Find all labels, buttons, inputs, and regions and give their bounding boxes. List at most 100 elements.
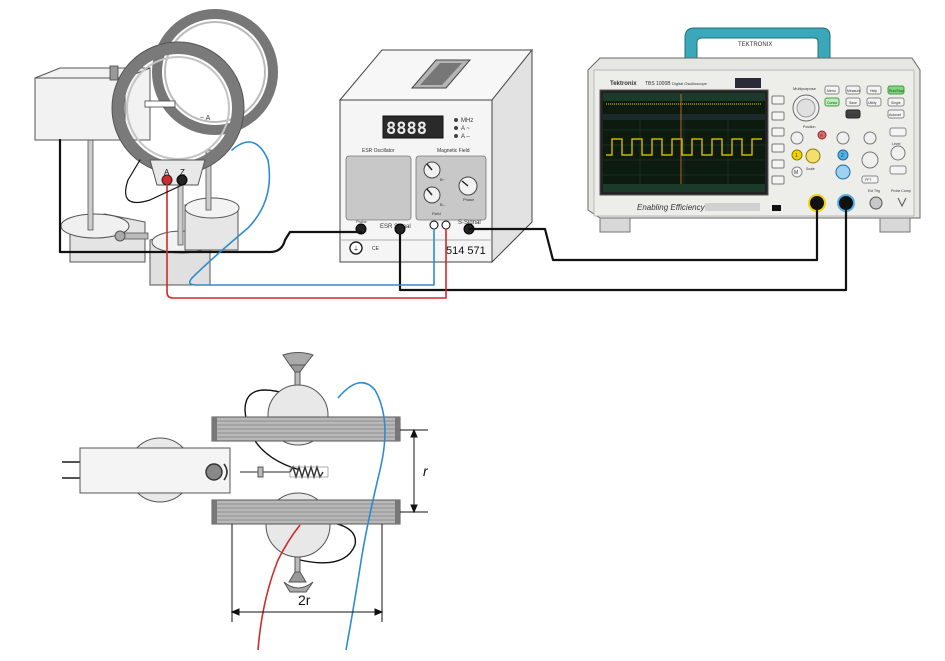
scope-vertical-section: 1 2 M R Position Scale (790, 125, 851, 180)
svg-text:Run/Stop: Run/Stop (889, 89, 904, 93)
knob-b-ac-label: B~ (440, 177, 446, 182)
svg-text:FFT: FFT (865, 178, 872, 182)
coil-label: ~ A (200, 115, 211, 122)
svg-text:R: R (820, 133, 823, 138)
fft-button[interactable] (861, 175, 879, 184)
coil-detail-drawing: r 2r (62, 352, 429, 651)
ch2-position-knob[interactable] (836, 131, 850, 145)
upper-wing-nut (282, 352, 314, 393)
probe-comp-label: Probe Comp (891, 189, 911, 193)
softkey-6[interactable] (771, 175, 785, 185)
trigger-level-knob[interactable] (890, 145, 906, 161)
btn-menu[interactable] (824, 85, 840, 95)
ext-trig-label: Ext Trig (868, 189, 880, 193)
ce-mark: CE (372, 246, 380, 252)
softkey-1[interactable] (771, 95, 785, 105)
btn-save[interactable] (845, 97, 861, 107)
btn-cursor[interactable] (824, 97, 840, 107)
scope-button-grid: Menu Measure Help Run/Stop Cursor Save U… (824, 85, 905, 119)
btn-measure[interactable] (845, 85, 861, 95)
rf-coil-spring (289, 464, 324, 480)
scope-model-desc: Digital Oscilloscope (672, 81, 708, 86)
socket-field-red[interactable] (441, 220, 451, 230)
knob-phase-label: Phase (463, 197, 475, 202)
force-trig-button[interactable] (889, 165, 907, 175)
coil-back-outer (152, 9, 278, 135)
probe-comp-terminal[interactable] (897, 197, 907, 208)
softkey-3[interactable] (771, 127, 785, 137)
scope-slogan: Enabling Efficiency (637, 203, 706, 212)
detail-wire-blue (337, 381, 386, 651)
trigger-menu-button[interactable] (889, 127, 907, 137)
svg-text:Save: Save (849, 101, 857, 105)
indicator-a2-label: A – (461, 134, 470, 140)
dimension-r (400, 428, 428, 514)
ch1-bnc-input[interactable] (808, 194, 826, 212)
scope-foot-left (599, 217, 631, 233)
cable-s-signal (467, 209, 819, 262)
btn-default[interactable] (845, 109, 861, 119)
dimension-r-label: r (423, 463, 429, 479)
math-button[interactable] (791, 166, 803, 178)
terminal-z-label: Z (180, 168, 185, 177)
stand-foot-right (184, 197, 240, 219)
socket-probe-label: Probe (356, 219, 367, 224)
svg-text:M: M (794, 170, 798, 176)
ref-button[interactable] (817, 130, 827, 140)
dimension-2r-label: 2r (298, 592, 311, 608)
btn-autoset[interactable] (887, 109, 905, 119)
scope-foot-right (879, 217, 911, 233)
softkey-5[interactable] (771, 159, 785, 169)
dimension-2r (230, 524, 384, 622)
scope-grid (603, 120, 765, 185)
probe-body (79, 447, 231, 494)
esr-display-digits: 8888 (386, 119, 427, 139)
ch2-scale-knob[interactable] (835, 164, 851, 180)
ch2-menu-button[interactable] (837, 149, 849, 161)
usb-port[interactable] (772, 205, 781, 211)
ch1-menu-button[interactable] (791, 149, 803, 161)
probe-sample-socket (205, 463, 223, 481)
scope-handle-text: TEKTRONIX (738, 42, 772, 48)
cable-field-blue (188, 141, 435, 286)
horizontal-scale-knob[interactable] (861, 151, 879, 169)
svg-text:Autoset: Autoset (889, 113, 901, 117)
stand-rod-1 (87, 139, 94, 231)
svg-text:Help: Help (870, 89, 877, 93)
btn-utility[interactable] (866, 97, 882, 107)
lower-coil-winding (211, 499, 401, 525)
probe-rod (109, 65, 119, 81)
scope-softkeys (771, 95, 785, 185)
svg-text:Utility: Utility (868, 101, 877, 105)
ext-trig-input[interactable] (869, 196, 883, 210)
indicator-a1-label: A ~ (461, 126, 470, 132)
btn-help[interactable] (866, 85, 882, 95)
esr-oscillator-panel (345, 155, 412, 221)
indicator-a1 (454, 126, 458, 130)
multipurpose-label: Multipurpose (793, 86, 817, 91)
cable-field-black (125, 159, 183, 204)
scope-trigger-section: Level (889, 127, 907, 175)
ch1-scale-knob[interactable] (805, 148, 821, 164)
socket-field-label: Field (432, 211, 441, 216)
esr-basic-unit: 8888 MHz A ~ A – ESR Oscillator Magnetic… (338, 48, 534, 264)
svg-text:Measure: Measure (847, 89, 861, 93)
clamp-knob (114, 230, 126, 242)
knob-level-label: Level (892, 142, 901, 146)
probe-housing (34, 67, 151, 141)
lower-wing-nut (283, 556, 314, 593)
cable-probe (58, 138, 363, 254)
softkey-2[interactable] (771, 111, 785, 121)
horizontal-position-knob[interactable] (863, 131, 877, 145)
socket-field-blue[interactable] (429, 220, 439, 230)
ch1-position-knob[interactable] (790, 131, 804, 145)
socket-esr-signal[interactable] (394, 223, 406, 235)
btn-run-stop[interactable] (887, 85, 905, 95)
power-socket[interactable] (349, 241, 363, 255)
svg-text:2: 2 (841, 153, 844, 159)
softkey-4[interactable] (771, 143, 785, 153)
svg-text:Menu: Menu (827, 89, 836, 93)
btn-single[interactable] (887, 97, 905, 107)
ch2-bnc-input[interactable] (837, 194, 855, 212)
